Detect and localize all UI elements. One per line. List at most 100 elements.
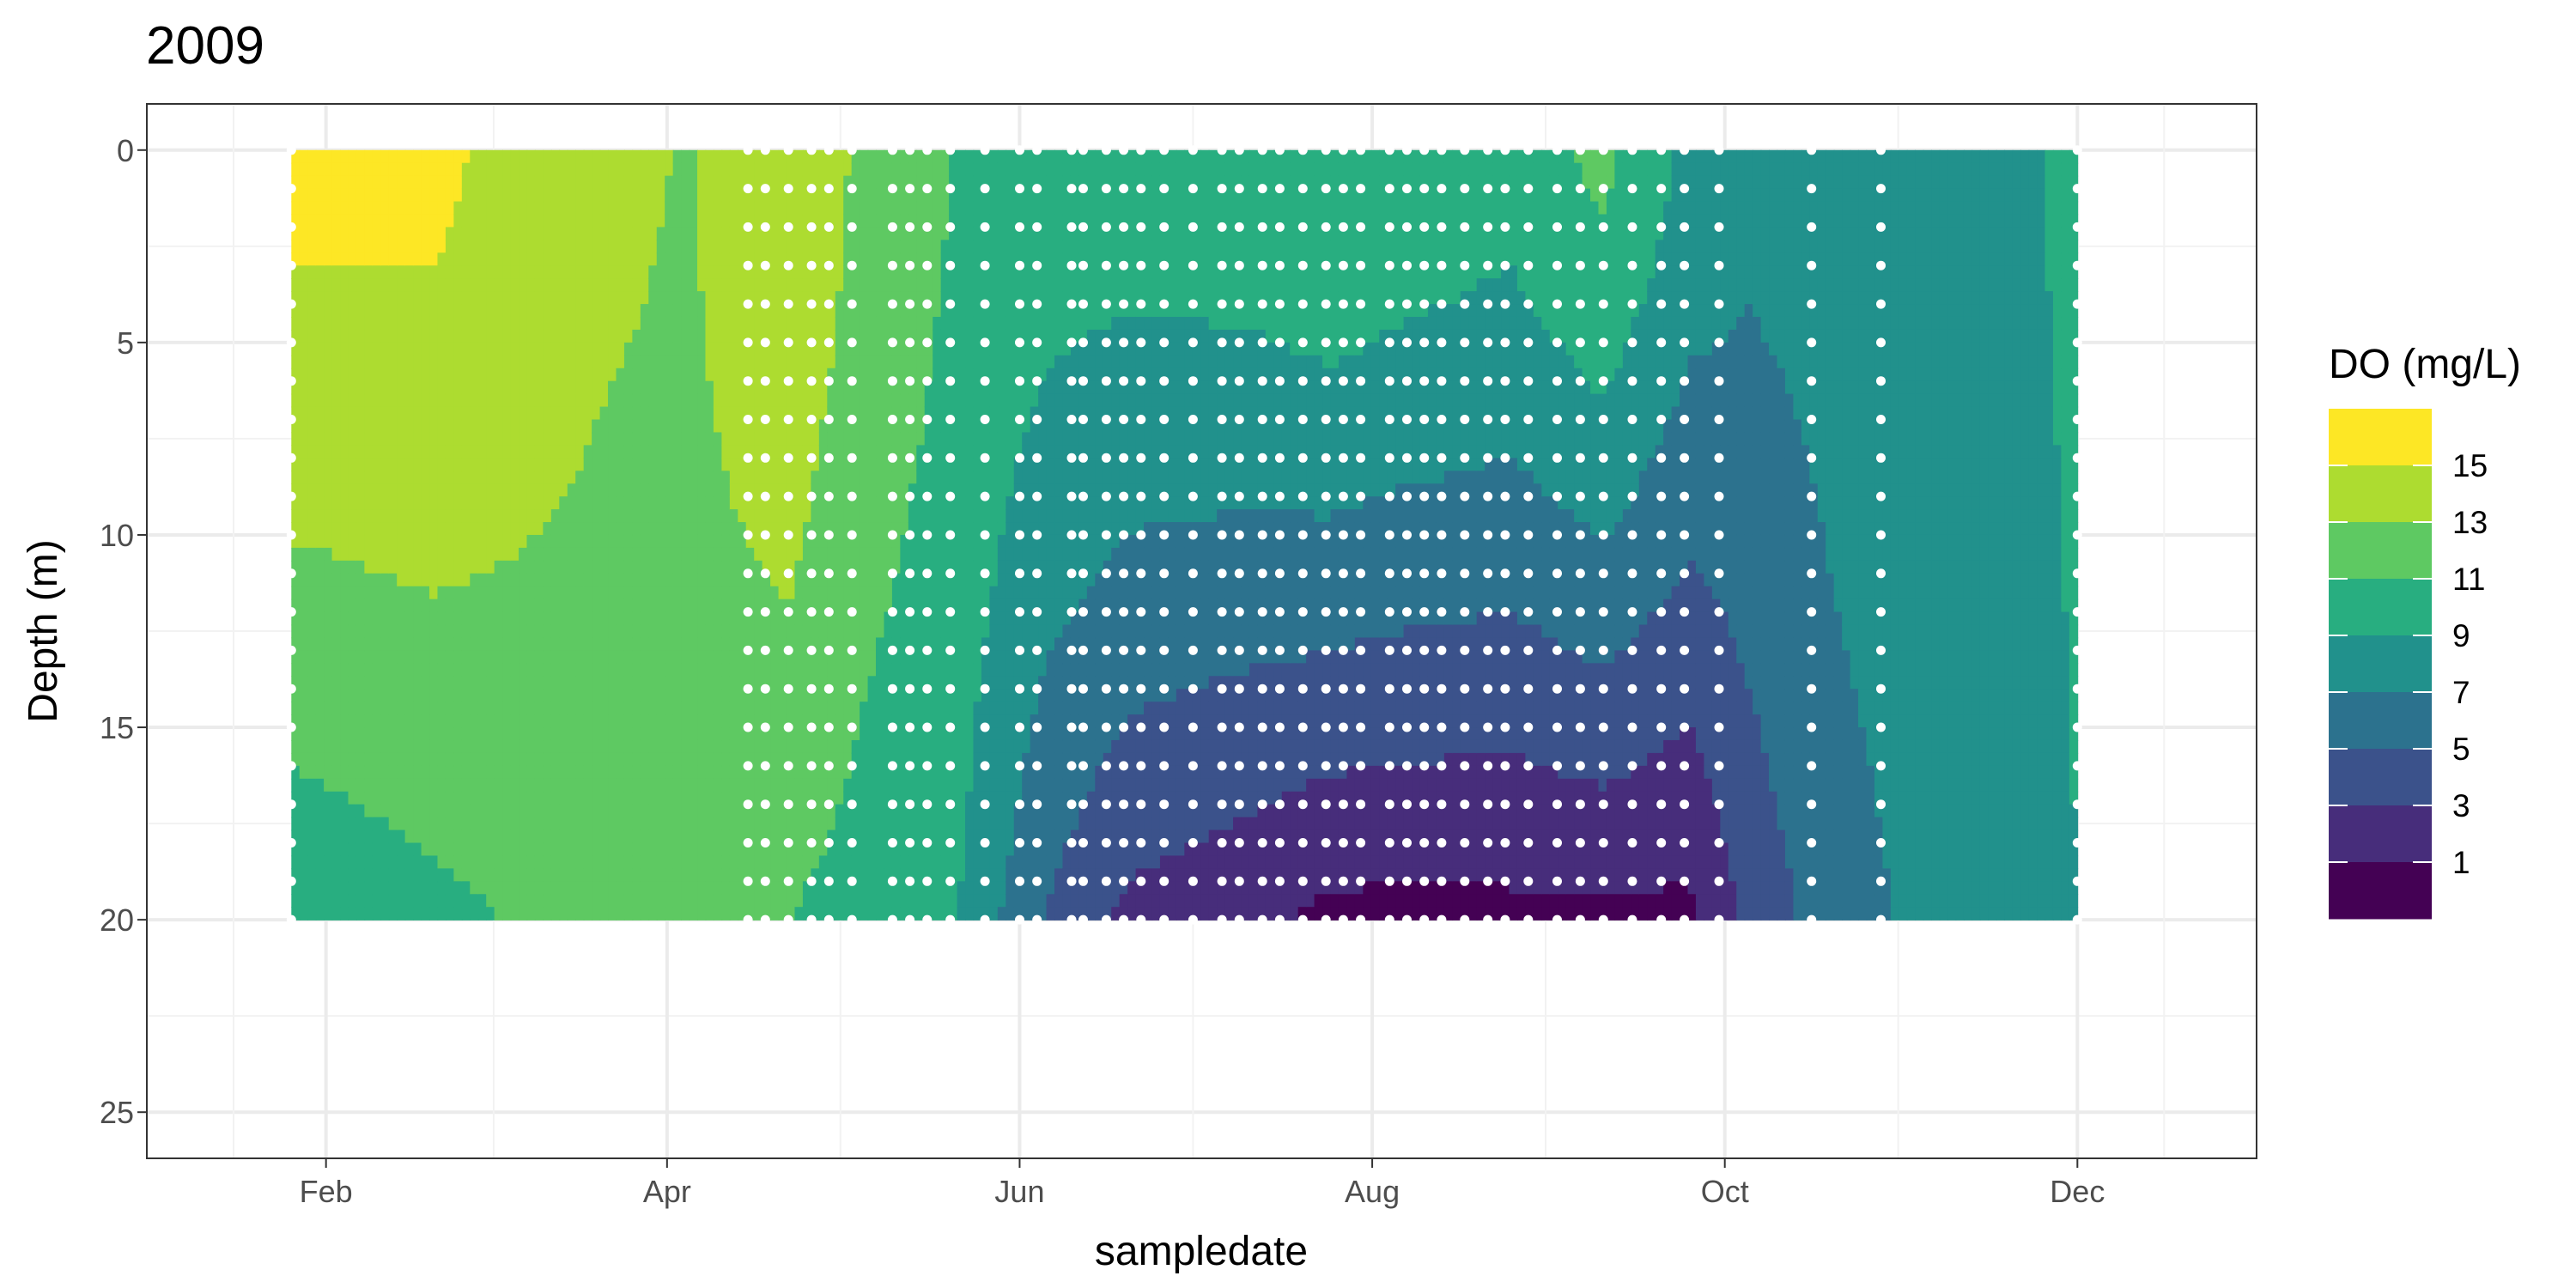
contour-cell xyxy=(380,752,390,767)
contour-cell xyxy=(567,842,576,857)
contour-cell xyxy=(494,291,503,305)
contour-cell xyxy=(811,162,820,177)
contour-cell xyxy=(388,663,398,677)
contour-cell xyxy=(681,560,690,574)
contour-cell xyxy=(445,329,455,343)
contour-cell xyxy=(933,842,942,857)
contour-cell xyxy=(778,175,787,190)
contour-cell xyxy=(543,458,552,472)
contour-cell xyxy=(738,560,747,574)
contour-cell xyxy=(324,855,333,870)
contour-cell xyxy=(340,458,349,472)
contour-cell xyxy=(665,496,674,510)
contour-cell xyxy=(429,406,439,421)
contour-cell xyxy=(429,471,439,484)
contour-cell xyxy=(787,663,796,677)
contour-cell xyxy=(421,663,430,677)
contour-cell xyxy=(876,804,885,818)
contour-cell xyxy=(949,676,958,690)
contour-cell xyxy=(623,637,634,652)
contour-cell xyxy=(413,598,422,613)
contour-cell xyxy=(802,291,812,305)
contour-cell xyxy=(526,214,536,228)
contour-cell xyxy=(665,573,674,587)
contour-cell xyxy=(519,509,528,523)
contour-cell xyxy=(526,496,536,510)
contour-cell xyxy=(494,278,503,292)
contour-cell xyxy=(592,393,601,408)
contour-cell xyxy=(583,765,592,780)
contour-cell xyxy=(640,149,650,164)
contour-cell xyxy=(429,637,439,652)
contour-cell xyxy=(924,765,933,780)
contour-cell xyxy=(421,149,430,164)
contour-cell xyxy=(429,458,439,472)
contour-cell xyxy=(608,368,617,382)
contour-cell xyxy=(851,291,860,305)
contour-cell xyxy=(876,829,885,844)
contour-cell xyxy=(486,907,495,920)
contour-cell xyxy=(453,265,463,279)
contour-cell xyxy=(705,586,714,600)
contour-cell xyxy=(705,496,714,510)
contour-cell xyxy=(705,739,714,754)
contour-cell xyxy=(770,586,780,600)
contour-cell xyxy=(940,868,950,883)
contour-cell xyxy=(656,342,665,356)
contour-cell xyxy=(787,560,796,574)
contour-cell xyxy=(616,471,625,484)
contour-cell xyxy=(307,278,317,292)
contour-cell xyxy=(835,637,844,652)
contour-cell xyxy=(324,907,333,920)
contour-cell xyxy=(592,663,601,677)
contour-cell xyxy=(672,471,682,484)
contour-cell xyxy=(421,829,430,844)
contour-cell xyxy=(445,368,455,382)
contour-cell xyxy=(519,637,528,652)
contour-cell xyxy=(891,611,902,626)
contour-cell xyxy=(721,573,731,587)
contour-cell xyxy=(331,419,341,434)
contour-cell xyxy=(397,829,406,844)
contour-cell xyxy=(307,149,317,164)
contour-cell xyxy=(331,598,341,613)
contour-cell xyxy=(413,663,422,677)
contour-cell xyxy=(940,534,950,549)
contour-cell xyxy=(519,752,528,767)
contour-cell xyxy=(380,598,390,613)
contour-cell xyxy=(348,240,357,254)
contour-cell xyxy=(721,149,731,164)
contour-cell xyxy=(372,406,382,421)
contour-cell xyxy=(672,252,682,267)
contour-cell xyxy=(713,739,723,754)
contour-cell xyxy=(599,458,609,472)
contour-cell xyxy=(519,419,528,434)
contour-cell xyxy=(543,547,552,562)
contour-cell xyxy=(404,598,414,613)
contour-cell xyxy=(900,573,909,587)
contour-cell xyxy=(486,471,495,484)
contour-cell xyxy=(355,162,366,177)
contour-cell xyxy=(388,393,398,408)
contour-cell xyxy=(851,393,860,408)
contour-cell xyxy=(592,907,601,920)
contour-cell xyxy=(908,368,918,382)
contour-cell xyxy=(957,291,966,305)
contour-cell xyxy=(421,727,430,741)
contour-cell xyxy=(697,188,707,203)
contour-cell xyxy=(340,702,349,715)
contour-cell xyxy=(397,509,406,523)
contour-cell xyxy=(388,304,398,318)
contour-cell xyxy=(851,265,860,279)
contour-cell xyxy=(818,201,829,216)
contour-cell xyxy=(794,509,804,523)
contour-cell xyxy=(665,855,674,870)
contour-cell xyxy=(331,496,341,510)
contour-cell xyxy=(745,175,755,190)
contour-cell xyxy=(770,355,780,369)
contour-cell xyxy=(908,881,918,896)
contour-cell xyxy=(404,573,414,587)
contour-cell xyxy=(827,804,836,818)
contour-cell xyxy=(437,611,447,626)
contour-cell xyxy=(835,406,844,421)
